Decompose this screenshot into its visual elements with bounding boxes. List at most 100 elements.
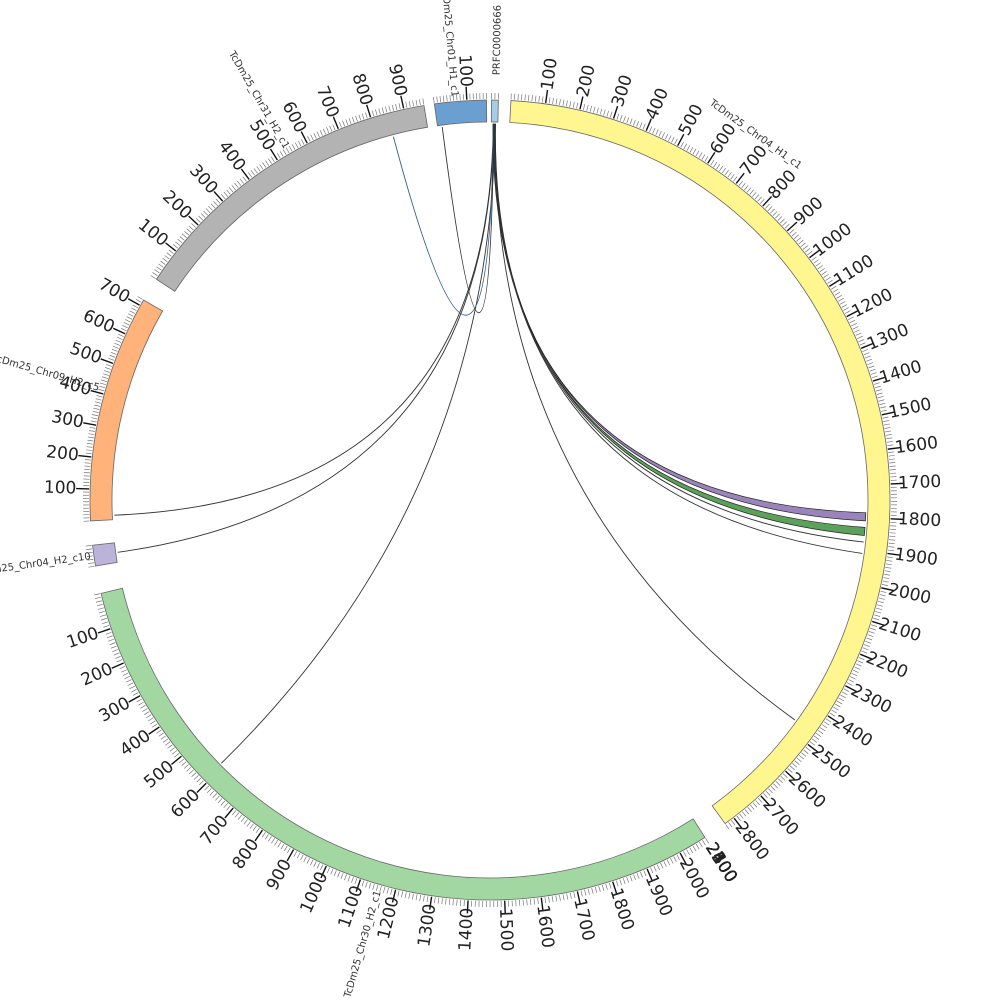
minor-tick [195, 218, 201, 223]
minor-tick [92, 414, 99, 417]
minor-tick [754, 194, 760, 200]
minor-tick [873, 382, 880, 385]
minor-tick [796, 237, 802, 242]
minor-tick [576, 102, 579, 109]
minor-tick [524, 94, 526, 101]
minor-tick [805, 746, 811, 752]
major-tick [679, 852, 687, 865]
minor-tick [796, 757, 802, 763]
minor-tick [881, 584, 888, 586]
minor-tick [283, 845, 288, 852]
minor-tick [368, 882, 372, 889]
minor-tick [128, 313, 134, 317]
minor-tick [867, 362, 874, 365]
major-tick [887, 446, 901, 450]
link-line [114, 124, 494, 516]
tick-label: 500 [140, 757, 178, 793]
minor-tick [86, 551, 93, 554]
tick-label: 1400 [877, 357, 924, 389]
minor-tick [231, 810, 237, 816]
tick-label: 2300 [847, 680, 895, 718]
minor-tick [122, 672, 129, 676]
minor-tick [326, 127, 330, 133]
minor-tick [239, 178, 244, 184]
minor-tick [118, 333, 124, 337]
minor-tick [354, 878, 358, 885]
tick-label: 100 [134, 215, 172, 251]
minor-tick [623, 116, 626, 122]
minor-tick [160, 260, 166, 265]
segment-chr01 [433, 99, 488, 127]
minor-tick [158, 263, 164, 268]
tick-label: 2000 [675, 855, 713, 903]
tick-label: 1900 [641, 872, 676, 920]
minor-tick [445, 898, 447, 905]
link-ribbon [492, 123, 867, 522]
minor-tick [889, 462, 896, 464]
major-tick [300, 131, 308, 144]
major-tick [786, 221, 798, 232]
minor-tick [759, 199, 765, 204]
minor-tick [528, 94, 530, 101]
minor-tick [99, 614, 106, 617]
minor-tick [640, 871, 643, 878]
minor-tick [433, 96, 435, 103]
minor-tick [586, 104, 589, 111]
minor-tick [674, 138, 678, 145]
minor-tick [379, 885, 382, 892]
minor-tick [288, 145, 293, 152]
minor-tick [583, 104, 586, 111]
minor-tick [738, 180, 743, 186]
minor-tick [874, 385, 881, 389]
minor-tick [265, 160, 270, 166]
minor-tick [807, 250, 813, 256]
minor-tick [876, 392, 883, 395]
minor-tick [888, 455, 895, 457]
minor-tick [255, 827, 260, 834]
minor-tick [274, 840, 279, 846]
tick-label: 2400 [829, 711, 876, 751]
minor-tick [172, 244, 179, 249]
minor-tick [372, 883, 375, 890]
minor-tick [731, 820, 736, 826]
minor-tick [757, 196, 762, 202]
minor-tick [310, 134, 314, 141]
minor-tick [398, 103, 401, 110]
minor-tick [825, 718, 832, 723]
minor-tick [876, 604, 883, 607]
minor-tick [880, 406, 887, 409]
minor-tick [191, 223, 197, 228]
link-line [441, 124, 495, 313]
minor-tick [858, 339, 865, 343]
minor-tick [848, 316, 854, 321]
minor-tick [840, 694, 846, 699]
minor-tick [338, 121, 342, 128]
minor-tick [531, 95, 533, 102]
minor-tick [340, 873, 344, 879]
minor-tick [171, 750, 178, 755]
minor-tick [632, 119, 636, 126]
minor-tick [569, 101, 572, 108]
minor-tick [87, 436, 94, 439]
minor-tick [426, 896, 429, 903]
minor-tick [231, 185, 236, 191]
minor-tick [168, 249, 174, 254]
major-tick [269, 148, 278, 161]
major-tick [762, 196, 773, 207]
minor-tick [868, 631, 875, 634]
tick-label: 1900 [893, 545, 939, 571]
minor-tick [395, 104, 398, 111]
major-tick [429, 896, 433, 910]
minor-tick [692, 148, 697, 155]
minor-tick [562, 99, 565, 106]
tick-label: 1700 [898, 472, 942, 494]
minor-tick [162, 257, 168, 263]
major-tick [465, 86, 468, 100]
minor-tick [775, 780, 781, 786]
minor-tick [593, 106, 596, 113]
minor-tick [106, 364, 113, 367]
minor-tick [668, 135, 672, 142]
minor-tick [191, 772, 197, 778]
minor-tick [112, 649, 119, 653]
